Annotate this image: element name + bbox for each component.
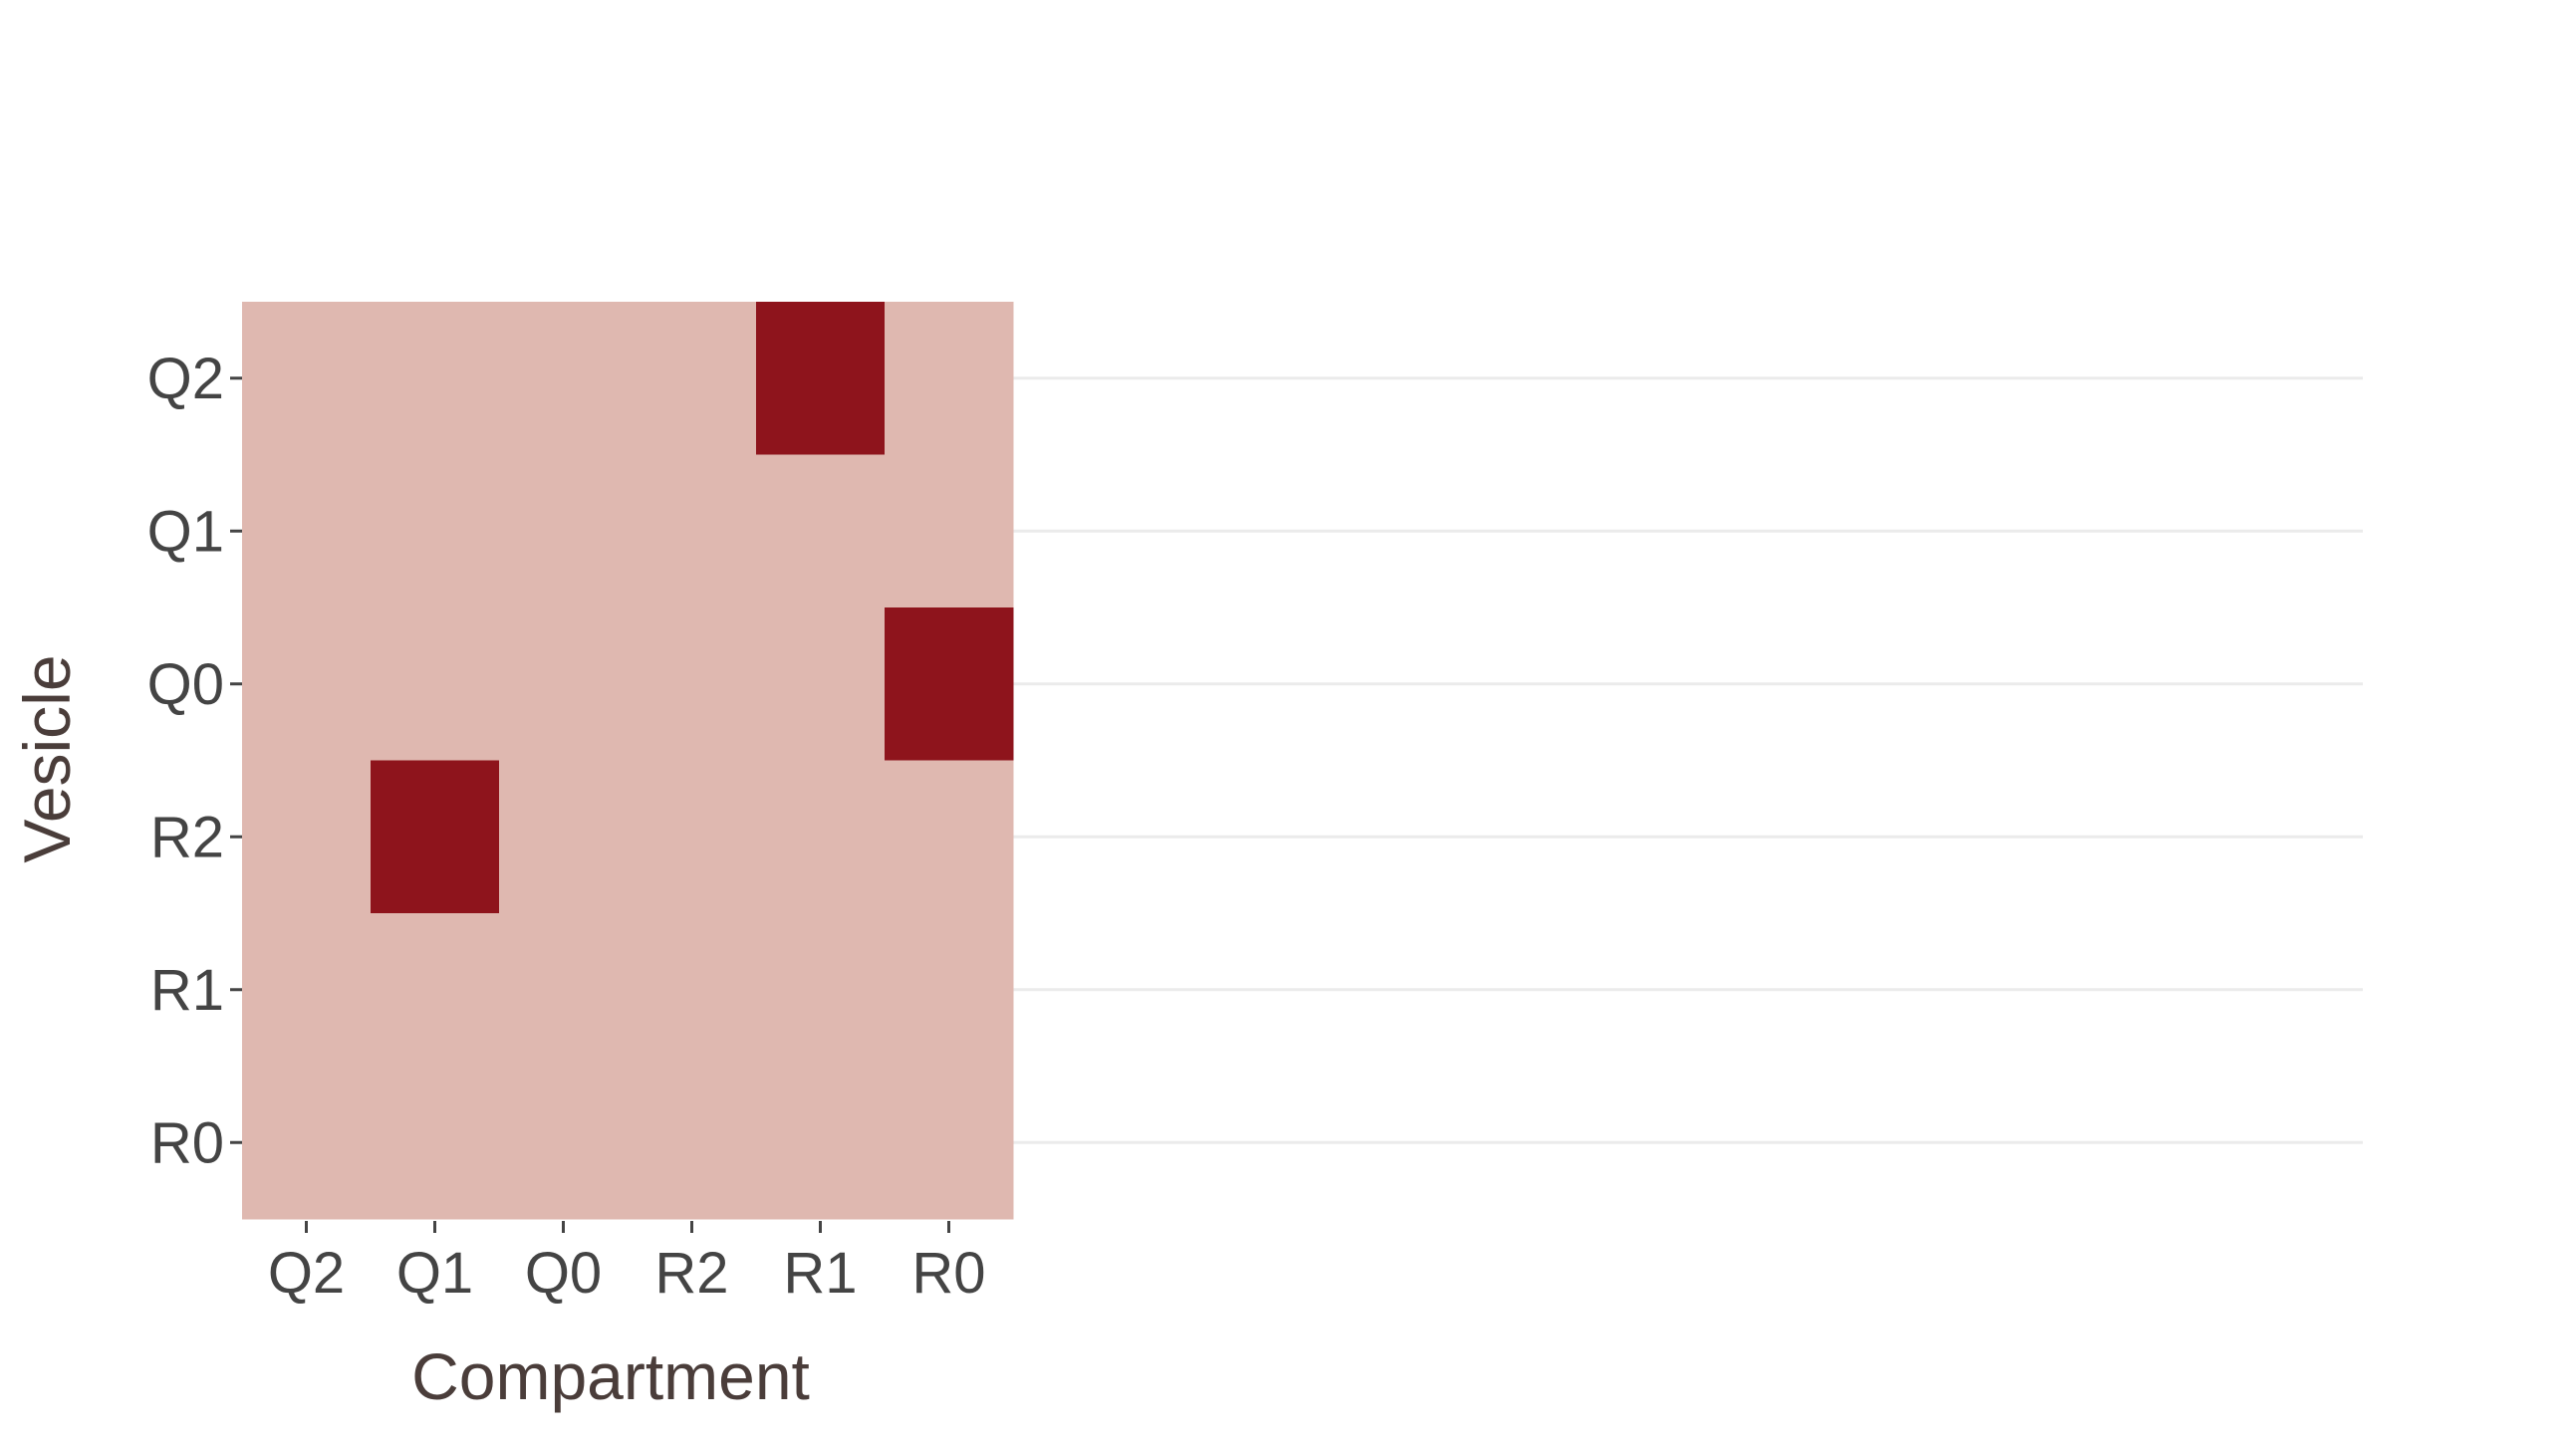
heatmap-cell <box>628 913 757 1067</box>
y-tick-label: R1 <box>150 958 224 1023</box>
x-tick-label: R2 <box>654 1241 728 1306</box>
heatmap-cell <box>371 302 500 455</box>
heatmap-cell <box>628 454 757 608</box>
x-tick-label: Q2 <box>268 1241 345 1306</box>
heatmap-cell <box>628 607 757 761</box>
heatmap-cell <box>371 1066 500 1220</box>
heatmap-cell <box>756 607 886 761</box>
heatmap-cell <box>499 607 629 761</box>
heatmap-cell <box>242 913 372 1067</box>
heatmap-cell <box>242 454 372 608</box>
x-tick-label: R0 <box>911 1241 985 1306</box>
heatmap-cell <box>499 1066 629 1220</box>
heatmap-cell <box>885 607 1014 761</box>
heatmap-cell <box>885 454 1014 608</box>
heatmap-cell <box>371 760 500 914</box>
heatmap-cell <box>756 760 886 914</box>
heatmap-cell <box>242 760 372 914</box>
y-axis-title: Vesicle <box>10 654 84 862</box>
heatmap-cell <box>756 302 886 455</box>
x-tick-label: R1 <box>783 1241 857 1306</box>
heatmap-cell <box>756 1066 886 1220</box>
heatmap-cells <box>242 302 1014 1220</box>
heatmap-cell <box>371 913 500 1067</box>
heatmap-cell <box>628 1066 757 1220</box>
y-tick-label: Q1 <box>147 499 224 564</box>
y-axis: Q2 Q1 Q0 R2 R1 R0 <box>147 347 242 1175</box>
heatmap-cell <box>499 760 629 914</box>
x-tick-label: Q1 <box>396 1241 473 1306</box>
heatmap-cell <box>628 302 757 455</box>
heatmap-cell <box>885 302 1014 455</box>
y-tick-label: R2 <box>150 805 224 869</box>
heatmap-cell <box>499 454 629 608</box>
heatmap-cell <box>756 913 886 1067</box>
heatmap-cell <box>885 760 1014 914</box>
y-tick-label: Q2 <box>147 347 224 411</box>
heatmap-cell <box>371 454 500 608</box>
heatmap-cell <box>242 1066 372 1220</box>
heatmap-cell <box>242 302 372 455</box>
x-axis: Q2 Q1 Q0 R2 R1 R0 <box>268 1221 986 1306</box>
y-tick-label: R0 <box>150 1110 224 1175</box>
heatmap-cell <box>756 454 886 608</box>
y-tick-label: Q0 <box>147 652 224 717</box>
heatmap-cell <box>885 913 1014 1067</box>
x-axis-title: Compartment <box>411 1339 810 1413</box>
heatmap-cell <box>371 607 500 761</box>
heatmap-cell <box>499 913 629 1067</box>
heatmap-cell <box>628 760 757 914</box>
heatmap-cell <box>499 302 629 455</box>
x-tick-label: Q0 <box>525 1241 602 1306</box>
heatmap-cell <box>242 607 372 761</box>
heatmap-cell <box>885 1066 1014 1220</box>
